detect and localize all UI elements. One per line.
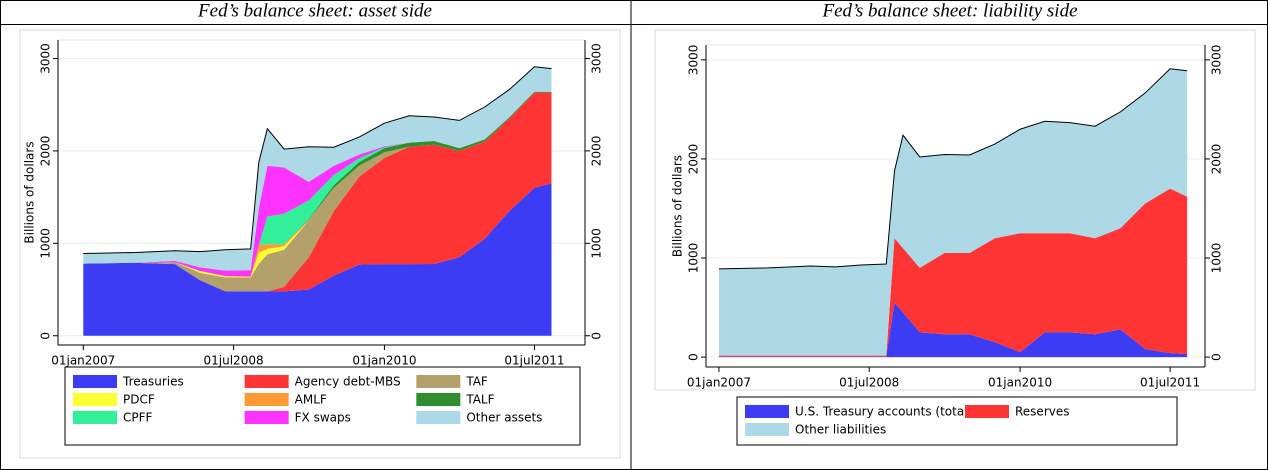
y-tick-label: 3000	[1210, 45, 1224, 76]
legend-label: U.S. Treasury accounts (total)	[795, 405, 972, 419]
y-tick-label: 2000	[1210, 144, 1224, 175]
total-line	[718, 68, 1188, 270]
y-axis-label: Billions of dollars	[23, 141, 37, 243]
legend-box	[736, 396, 1178, 446]
y-tick-label: 0	[1210, 353, 1224, 361]
legend-label: Reserves	[1015, 405, 1070, 419]
y-tick-label: 1000	[590, 228, 604, 259]
legend-label: TAF	[465, 375, 488, 389]
y-tick-label: 3000	[590, 43, 604, 74]
y-tick-label: 2000	[39, 136, 53, 167]
legend-label: TALF	[465, 393, 494, 407]
area	[718, 302, 1188, 358]
area	[718, 68, 1188, 356]
legend-swatch	[244, 393, 289, 406]
y-tick-label: 0	[590, 332, 604, 340]
area	[83, 91, 552, 277]
chart-title: Fed’s balance sheet: liability side	[821, 0, 1077, 21]
area	[718, 188, 1188, 357]
y-tick-label: 0	[687, 353, 701, 361]
chart-title: Fed’s balance sheet: asset side	[197, 0, 432, 21]
legend-label: Agency debt-MBS	[295, 375, 401, 389]
y-tick-label: 3000	[39, 43, 53, 74]
x-tick-label: 01jan2007	[687, 376, 751, 390]
total-line	[83, 66, 552, 254]
legend-label: CPFF	[123, 411, 153, 425]
y-tick-label: 1000	[687, 243, 701, 274]
legend-label: FX swaps	[295, 411, 351, 425]
area	[83, 183, 552, 336]
y-tick-label: 2000	[590, 136, 604, 167]
legend-swatch	[73, 375, 117, 388]
legend-swatch	[416, 393, 461, 406]
legend-box	[64, 366, 581, 446]
legend-label: Other assets	[466, 411, 542, 425]
y-tick-label: 3000	[687, 45, 701, 76]
x-tick-label: 01jan2007	[51, 354, 115, 368]
legend-label: Treasuries	[122, 375, 184, 389]
legend-swatch	[416, 411, 461, 424]
area	[83, 66, 552, 271]
legend-label: PDCF	[123, 393, 155, 407]
area	[83, 92, 552, 292]
x-tick-label: 01jul2008	[839, 376, 899, 390]
x-tick-label: 01jan2010	[988, 376, 1052, 390]
legend-label: Other liabilities	[795, 423, 886, 437]
legend-swatch	[416, 375, 461, 388]
y-tick-label: 0	[39, 332, 53, 340]
legend-swatch	[244, 411, 289, 424]
legend-swatch	[73, 411, 117, 424]
x-tick-label: 01jul2011	[1140, 376, 1200, 390]
x-tick-label: 01jul2008	[204, 354, 264, 368]
y-tick-label: 1000	[1210, 243, 1224, 274]
y-axis-label: Billions of dollars	[671, 155, 685, 257]
y-tick-label: 1000	[39, 228, 53, 259]
legend-swatch	[244, 375, 289, 388]
legend-swatch	[73, 393, 117, 406]
legend-swatch	[965, 405, 1009, 418]
legend-label: AMLF	[295, 393, 327, 407]
legend-swatch	[745, 405, 789, 418]
x-tick-label: 01jul2011	[504, 354, 564, 368]
legend-swatch	[745, 423, 789, 436]
x-tick-label: 01jan2010	[352, 354, 416, 368]
y-tick-label: 2000	[687, 144, 701, 175]
